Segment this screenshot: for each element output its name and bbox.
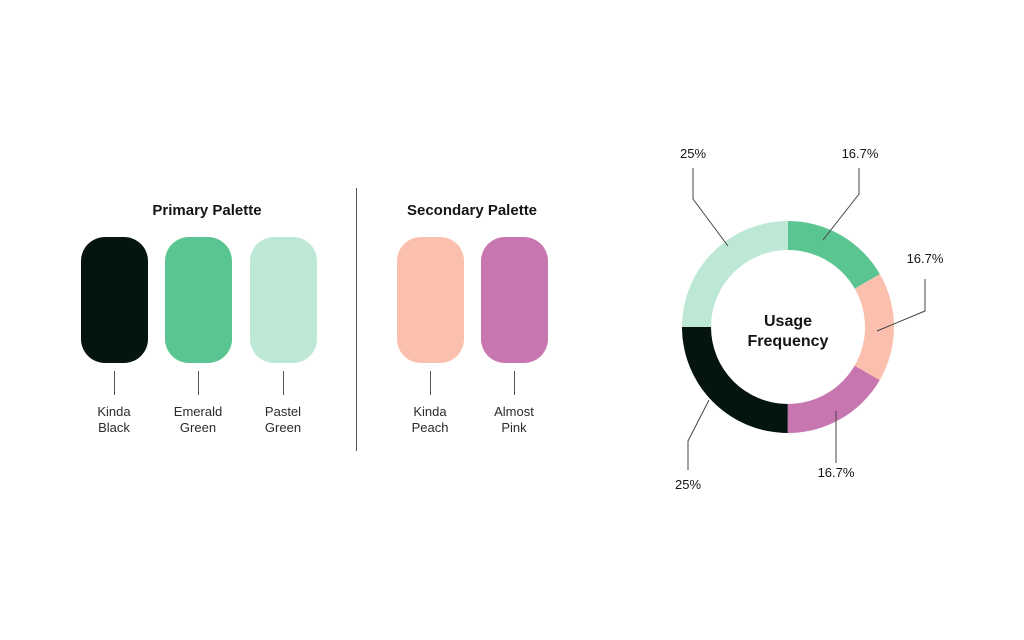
- swatch-pastel-green: [250, 237, 317, 363]
- swatch-almost-pink: [481, 237, 548, 363]
- swatch-connector-line: [283, 371, 284, 395]
- swatch-label-line: Pink: [501, 420, 527, 435]
- slice-leader-line: [876, 279, 926, 332]
- chart-center-title-line-1: Usage: [764, 313, 812, 330]
- slice-leader-line: [822, 168, 860, 241]
- slice-percent-label: 16.7%: [907, 251, 944, 266]
- swatch-emerald-green: [165, 237, 232, 363]
- swatch-connector-line: [114, 371, 115, 395]
- chart-center-title-line-2: Frequency: [748, 333, 829, 350]
- slice-leader-line: [687, 399, 710, 470]
- swatch-label-emerald-green: Emerald Green: [148, 404, 248, 436]
- swatch-label-line: Peach: [411, 420, 449, 435]
- donut-slice-pastel-green: [682, 221, 788, 327]
- primary-palette-title: Primary Palette: [152, 202, 262, 219]
- donut-slice-kinda-black: [682, 326, 788, 433]
- donut-slices: [682, 221, 894, 434]
- swatch-label-line: Kinda: [413, 404, 447, 419]
- swatch-kinda-peach: [397, 237, 464, 363]
- swatch-connector-line: [514, 371, 515, 395]
- donut-slice-kinda-peach: [854, 274, 894, 381]
- swatch-label-pastel-green: Pastel Green: [233, 404, 333, 436]
- swatch-label-almost-pink: Almost Pink: [464, 404, 564, 436]
- swatch-label-line: Almost: [494, 404, 534, 419]
- secondary-palette-title: Secondary Palette: [406, 202, 538, 219]
- slice-percent-label: 25%: [680, 146, 706, 161]
- usage-frequency-donut-chart: 16.7% 16.7% 16.7% 25% 25% Usage Frequency: [675, 146, 944, 492]
- slice-percent-label: 16.7%: [818, 465, 855, 480]
- swatch-connector-line: [430, 371, 431, 395]
- swatch-label-line: Emerald: [173, 404, 223, 419]
- swatch-label-line: Green: [264, 420, 302, 435]
- slice-leader-line: [692, 168, 729, 247]
- slice-percent-label: 25%: [675, 477, 701, 492]
- swatch-label-kinda-black: Kinda Black: [64, 404, 164, 436]
- slice-leader-lines: [687, 168, 926, 470]
- swatch-label-line: Black: [98, 420, 130, 435]
- donut-slice-almost-pink: [787, 365, 880, 434]
- palette-divider: [356, 188, 357, 451]
- slice-percent-label: 16.7%: [842, 146, 879, 161]
- swatch-label-kinda-peach: Kinda Peach: [380, 404, 480, 436]
- swatch-label-line: Green: [179, 420, 217, 435]
- swatch-kinda-black: [81, 237, 148, 363]
- swatch-label-line: Kinda: [97, 404, 131, 419]
- slice-labels: 16.7% 16.7% 16.7% 25% 25%: [675, 146, 944, 492]
- swatch-label-line: Pastel: [264, 404, 302, 419]
- swatch-connector-line: [198, 371, 199, 395]
- donut-slice-emerald-green: [788, 221, 880, 289]
